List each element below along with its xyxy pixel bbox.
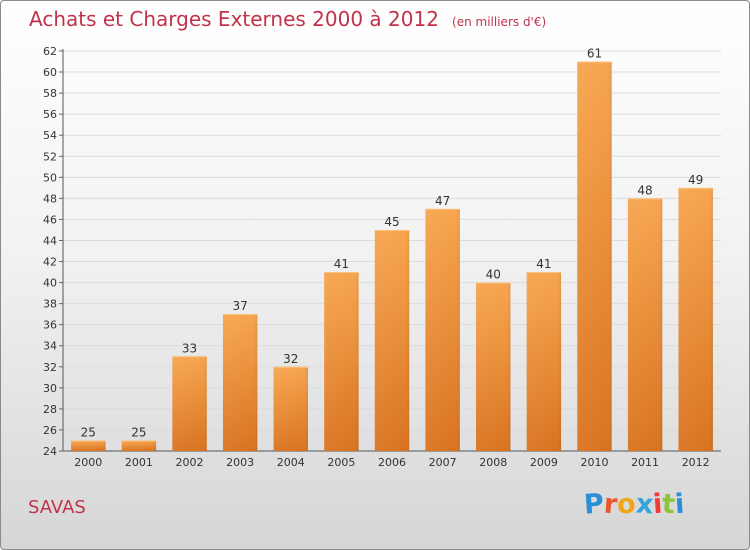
x-tick-label: 2005 <box>327 456 355 469</box>
bar-shade <box>526 272 562 451</box>
bar-shade <box>577 61 612 452</box>
y-tick-label: 46 <box>43 213 57 226</box>
y-tick-label: 24 <box>43 445 57 458</box>
data-label: 41 <box>536 257 551 271</box>
bar-shade <box>121 440 157 451</box>
bar-shade <box>324 272 359 451</box>
y-tick-label: 62 <box>43 45 57 58</box>
proxiti-logo: Proxiti <box>582 488 686 521</box>
bar-shade <box>172 356 207 451</box>
commune-name: SAVAS <box>28 497 86 518</box>
bar-shade <box>627 198 663 451</box>
y-tick-label: 30 <box>43 382 57 395</box>
data-label: 37 <box>233 299 248 313</box>
y-tick-label: 34 <box>43 340 57 353</box>
data-label: 49 <box>688 173 703 187</box>
data-label: 25 <box>81 425 96 439</box>
x-tick-label: 2004 <box>277 456 305 469</box>
y-tick-label: 40 <box>43 277 57 290</box>
y-tick-label: 44 <box>43 234 57 247</box>
data-label: 32 <box>283 352 298 366</box>
x-tick-label: 2010 <box>580 456 608 469</box>
x-tick-label: 2002 <box>176 456 204 469</box>
y-tick-label: 58 <box>43 87 57 100</box>
y-tick-label: 32 <box>43 361 57 374</box>
logo-letter: P <box>582 488 605 521</box>
x-tick-label: 2000 <box>74 456 102 469</box>
data-label: 61 <box>587 47 602 61</box>
y-tick-label: 38 <box>43 298 57 311</box>
bar-shade <box>374 229 410 451</box>
y-tick-label: 56 <box>43 108 57 121</box>
data-label: 40 <box>486 268 501 282</box>
bar-shade <box>678 187 713 451</box>
x-tick-label: 2012 <box>682 456 710 469</box>
logo-letter: o <box>616 488 637 521</box>
x-tick-label: 2007 <box>429 456 457 469</box>
bar-shade <box>71 440 106 451</box>
data-label: 41 <box>334 257 349 271</box>
bar-shade <box>273 366 308 451</box>
chart-title: Achats et Charges Externes 2000 à 2012 (… <box>29 7 546 31</box>
y-tick-label: 36 <box>43 319 57 332</box>
y-tick-label: 50 <box>43 171 57 184</box>
bar-shade <box>476 282 511 451</box>
chart-title-text: Achats et Charges Externes 2000 à 2012 <box>29 7 439 31</box>
x-tick-label: 2003 <box>226 456 254 469</box>
data-label: 48 <box>637 183 652 197</box>
data-label: 47 <box>435 194 450 208</box>
y-tick-label: 42 <box>43 256 57 269</box>
data-label: 33 <box>182 341 197 355</box>
y-tick-label: 52 <box>43 150 57 163</box>
bar-shade <box>425 208 460 451</box>
chart-unit-label: (en milliers d'€) <box>452 15 547 29</box>
x-tick-label: 2008 <box>479 456 507 469</box>
y-tick-label: 28 <box>43 403 57 416</box>
logo-letter: i <box>674 488 686 521</box>
x-tick-label: 2006 <box>378 456 406 469</box>
y-tick-label: 26 <box>43 424 57 437</box>
x-tick-label: 2009 <box>530 456 558 469</box>
data-label: 25 <box>131 425 146 439</box>
bar-shade <box>222 314 258 451</box>
data-label: 45 <box>384 215 399 229</box>
y-tick-label: 60 <box>43 66 57 79</box>
y-tick-label: 54 <box>43 129 57 142</box>
y-tick-label: 48 <box>43 192 57 205</box>
x-tick-label: 2011 <box>631 456 659 469</box>
x-tick-label: 2001 <box>125 456 153 469</box>
